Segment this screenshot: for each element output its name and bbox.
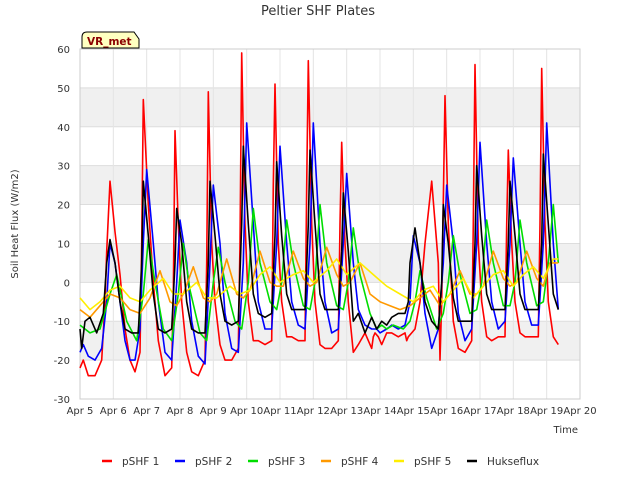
y-tick-label: 60 bbox=[57, 45, 70, 56]
plot-band bbox=[80, 165, 580, 205]
x-tick-label: Apr 10 bbox=[230, 406, 263, 417]
series-line-pshf-3 bbox=[79, 203, 560, 342]
x-tick-label: Apr 5 bbox=[67, 406, 94, 417]
x-tick-label: Apr 19 bbox=[530, 406, 563, 417]
y-tick-label: -30 bbox=[54, 395, 70, 406]
legend-label: pSHF 4 bbox=[341, 456, 379, 468]
legend-label: pSHF 1 bbox=[122, 456, 159, 468]
y-axis-label: Soil Heat Flux (W/m2) bbox=[10, 169, 21, 278]
badge-box bbox=[81, 31, 140, 49]
y-tick-labels: -30 -20 -10 0 10 20 30 40 50 60 bbox=[54, 45, 70, 406]
x-tick-label: Apr 18 bbox=[497, 406, 530, 417]
x-tick-label: Apr 15 bbox=[397, 406, 430, 417]
series-line-pshf-2 bbox=[79, 122, 560, 365]
legend-label: pSHF 2 bbox=[195, 456, 232, 468]
y-tick-label: -10 bbox=[54, 317, 70, 328]
series-line-pshf-5 bbox=[79, 258, 559, 311]
x-tick-label: Apr 16 bbox=[430, 406, 463, 417]
y-tick-label: 10 bbox=[57, 239, 70, 250]
x-tick-label: Apr 8 bbox=[167, 406, 194, 417]
y-tick-label: 20 bbox=[57, 201, 70, 212]
series-layer bbox=[79, 52, 560, 377]
y-tick-label: 0 bbox=[64, 278, 70, 289]
x-tick-label: Apr 20 bbox=[563, 406, 596, 417]
chart-title: Peltier SHF Plates bbox=[261, 4, 375, 19]
x-tick-label: Apr 14 bbox=[363, 406, 396, 417]
badge-label: VR_met bbox=[87, 36, 132, 48]
y-tick-label: 50 bbox=[57, 84, 70, 95]
series-line-pshf-1 bbox=[79, 52, 559, 377]
x-tick-label: Apr 13 bbox=[330, 406, 363, 417]
x-tick-label: Apr 6 bbox=[100, 406, 127, 417]
x-axis-label: Time bbox=[553, 425, 578, 436]
legend-label: pSHF 5 bbox=[414, 456, 451, 468]
y-tick-label: 40 bbox=[57, 123, 70, 134]
x-tick-label: Apr 9 bbox=[200, 406, 227, 417]
x-tick-label: Apr 17 bbox=[463, 406, 496, 417]
y-tick-label: -20 bbox=[54, 356, 70, 367]
band-layer bbox=[80, 49, 580, 399]
series-line-hukseflux bbox=[79, 145, 560, 350]
plot-band bbox=[80, 87, 580, 127]
legend-label: Hukseflux bbox=[487, 456, 539, 468]
y-tick-label: 30 bbox=[57, 162, 70, 173]
x-tick-label: Apr 11 bbox=[263, 406, 296, 417]
legend-label: pSHF 3 bbox=[268, 456, 305, 468]
station-badge: VR_met bbox=[81, 31, 140, 49]
x-tick-label: Apr 7 bbox=[133, 406, 160, 417]
plot-frame bbox=[79, 48, 581, 400]
x-tick-label: Apr 12 bbox=[297, 406, 330, 417]
x-tick-labels: Apr 5 Apr 6 Apr 7 Apr 8 Apr 9 Apr 10 Apr 11 Apr… bbox=[67, 406, 597, 417]
legend: pSHF 1 pSHF 2 pSHF 3 pSHF 4 pSHF 5 Hukseflux bbox=[102, 456, 539, 468]
